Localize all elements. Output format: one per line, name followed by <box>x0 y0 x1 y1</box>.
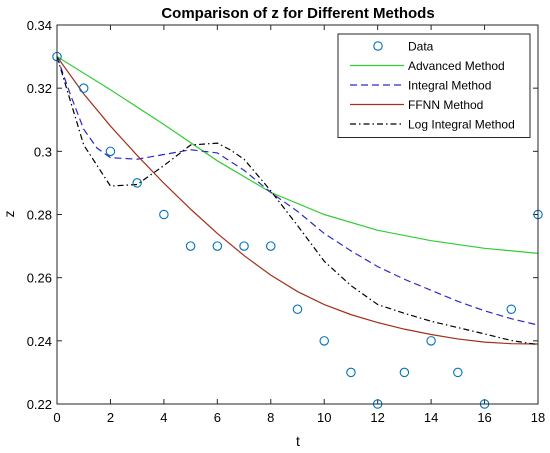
data-point <box>346 367 356 378</box>
data-point <box>185 241 196 251</box>
data-point <box>453 367 463 378</box>
x-tick-label: 10 <box>317 410 331 425</box>
x-tick-label: 12 <box>370 410 384 425</box>
legend-box <box>337 33 531 138</box>
legend: Data Advanced Method Integral Method FFNN M… <box>337 33 531 138</box>
legend-marker-0 <box>373 41 383 51</box>
y-tick-label: 0.3 <box>34 144 52 159</box>
x-tick-label: 18 <box>531 410 545 425</box>
data-point <box>159 209 169 220</box>
data-point <box>239 241 249 251</box>
y-tick-label: 0.34 <box>27 18 52 33</box>
data-point <box>426 336 436 346</box>
x-tick-label: 14 <box>424 410 438 425</box>
data-point <box>292 304 303 314</box>
x-tick-label: 4 <box>160 410 167 425</box>
data-point <box>212 241 223 251</box>
legend-label-1: Advanced Method <box>408 59 505 73</box>
legend-label-4: Log Integral Method <box>408 118 515 132</box>
x-tick-label: 16 <box>477 410 491 425</box>
data-point <box>399 367 410 378</box>
plot-frame <box>56 24 539 405</box>
series-line-3 <box>57 56 538 345</box>
x-tick-label: 2 <box>107 410 114 425</box>
legend-label-2: Integral Method <box>408 79 491 93</box>
data-point <box>105 146 116 157</box>
y-tick-label: 0.24 <box>27 334 52 349</box>
y-axis-label: z <box>1 211 17 218</box>
x-tick-label: 0 <box>53 410 60 425</box>
data-point <box>78 83 89 93</box>
data-point <box>506 304 517 314</box>
data-point <box>266 241 276 251</box>
series-line-2 <box>57 56 538 326</box>
x-tick-label: 6 <box>214 410 221 425</box>
series-group <box>57 56 538 346</box>
y-tick-label: 0.28 <box>27 208 52 223</box>
x-tick-label: 8 <box>267 410 274 425</box>
data-point <box>132 178 142 188</box>
x-axis-label: t <box>296 433 300 449</box>
data-point <box>319 336 329 346</box>
series-line-1 <box>57 56 538 254</box>
y-tick-label: 0.22 <box>27 397 52 412</box>
y-tick-label: 0.32 <box>27 81 52 96</box>
legend-label-3: FFNN Method <box>408 98 483 112</box>
legend-label-0: Data <box>408 40 434 54</box>
chart-title: Comparison of z for Different Methods <box>161 5 434 22</box>
y-tick-label: 0.26 <box>27 271 52 286</box>
series-line-4 <box>57 56 538 346</box>
